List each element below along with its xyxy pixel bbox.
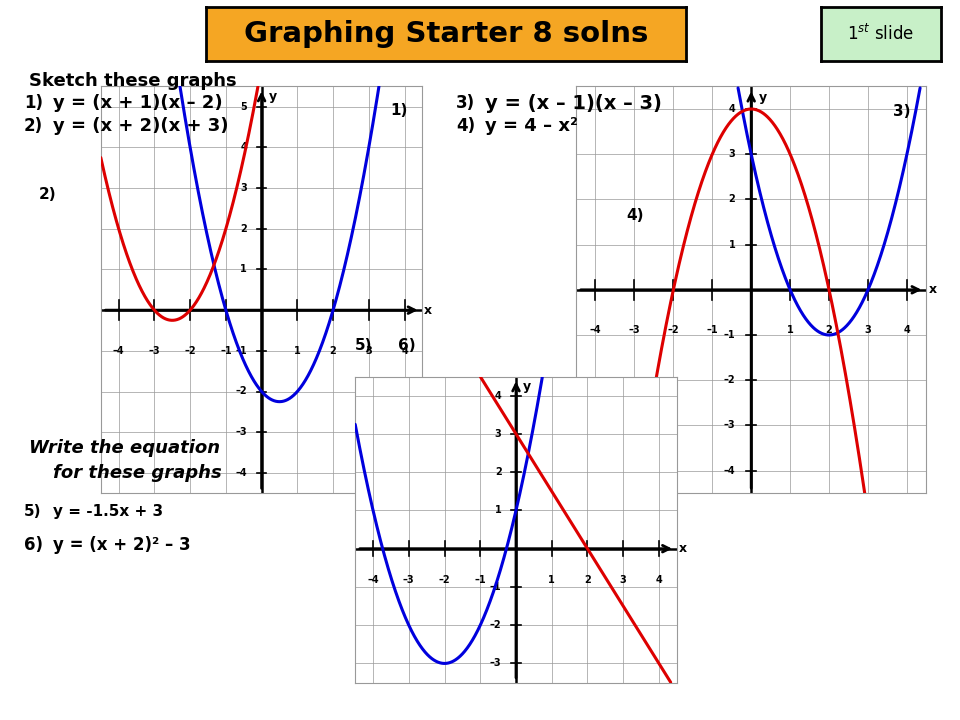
Text: –1: –1 <box>707 325 718 336</box>
Text: 2: 2 <box>329 346 336 356</box>
Text: y = (x + 1)(x – 2): y = (x + 1)(x – 2) <box>53 94 223 112</box>
Text: y = 4 – x²: y = 4 – x² <box>485 117 578 135</box>
Text: 2): 2) <box>24 117 43 135</box>
Text: 2: 2 <box>494 467 501 477</box>
Text: –2: –2 <box>724 375 735 385</box>
Text: 6): 6) <box>398 338 416 353</box>
Text: 1: 1 <box>294 346 300 356</box>
Text: 3: 3 <box>865 325 872 336</box>
Text: –2: –2 <box>667 325 679 336</box>
Text: for these graphs: for these graphs <box>53 464 222 482</box>
Text: 1): 1) <box>24 94 43 112</box>
Text: –3: –3 <box>235 427 247 437</box>
Text: x: x <box>679 542 686 555</box>
Text: 1$^{st}$ slide: 1$^{st}$ slide <box>848 24 914 44</box>
Text: y = (x + 2)² – 3: y = (x + 2)² – 3 <box>53 536 190 554</box>
Text: 2: 2 <box>240 224 247 234</box>
Text: 2: 2 <box>826 325 832 336</box>
Text: 4): 4) <box>627 209 644 223</box>
Text: –4: –4 <box>724 466 735 476</box>
Text: –1: –1 <box>220 346 231 356</box>
Text: 3): 3) <box>456 94 475 112</box>
Text: –4: –4 <box>589 325 601 336</box>
Text: 3: 3 <box>240 183 247 193</box>
Text: –1: –1 <box>235 346 247 356</box>
Text: 1: 1 <box>494 505 501 516</box>
Text: 6): 6) <box>24 536 43 554</box>
Text: –3: –3 <box>403 575 415 585</box>
Text: 1): 1) <box>391 103 408 117</box>
Text: Write the equation: Write the equation <box>29 439 220 457</box>
Text: 3: 3 <box>729 149 735 159</box>
Text: 1: 1 <box>240 264 247 274</box>
Text: 3: 3 <box>620 575 627 585</box>
Text: –1: –1 <box>490 582 501 592</box>
Text: –4: –4 <box>235 468 247 478</box>
Text: y = (x + 2)(x + 3): y = (x + 2)(x + 3) <box>53 117 228 135</box>
Text: 5): 5) <box>355 338 372 353</box>
Text: –1: –1 <box>474 575 486 585</box>
Text: –3: –3 <box>724 420 735 431</box>
Text: –3: –3 <box>629 325 640 336</box>
Text: 3): 3) <box>894 104 911 120</box>
Text: –4: –4 <box>113 346 125 356</box>
Text: 4: 4 <box>401 346 408 356</box>
Text: x: x <box>424 304 432 317</box>
Text: y = (x – 1)(x – 3): y = (x – 1)(x – 3) <box>485 94 661 112</box>
Text: 5): 5) <box>24 504 41 519</box>
Text: Sketch these graphs: Sketch these graphs <box>29 72 236 90</box>
Text: 1: 1 <box>787 325 794 336</box>
Text: y = -1.5x + 3: y = -1.5x + 3 <box>53 504 163 519</box>
Text: 1: 1 <box>548 575 555 585</box>
Text: 2): 2) <box>38 187 56 202</box>
Text: 4: 4 <box>729 104 735 114</box>
Text: 5: 5 <box>240 102 247 112</box>
Text: y: y <box>269 91 277 104</box>
Text: 3: 3 <box>366 346 372 356</box>
Text: –2: –2 <box>490 620 501 630</box>
Text: –3: –3 <box>149 346 160 356</box>
Text: 4): 4) <box>456 117 475 135</box>
Text: –3: –3 <box>490 658 501 668</box>
Text: 2: 2 <box>584 575 590 585</box>
Text: 3: 3 <box>494 429 501 439</box>
Text: 4: 4 <box>656 575 662 585</box>
Text: y: y <box>759 91 767 104</box>
Text: x: x <box>928 283 936 297</box>
Text: 4: 4 <box>494 391 501 401</box>
Text: 2: 2 <box>729 194 735 204</box>
Text: –2: –2 <box>439 575 450 585</box>
Text: –4: –4 <box>368 575 379 585</box>
Text: 4: 4 <box>240 143 247 153</box>
Text: –2: –2 <box>235 387 247 397</box>
Text: –2: –2 <box>184 346 196 356</box>
Text: 4: 4 <box>903 325 910 336</box>
Text: y: y <box>523 380 532 393</box>
Text: 1: 1 <box>729 240 735 250</box>
Text: Graphing Starter 8 solns: Graphing Starter 8 solns <box>244 20 649 48</box>
Text: –1: –1 <box>724 330 735 340</box>
